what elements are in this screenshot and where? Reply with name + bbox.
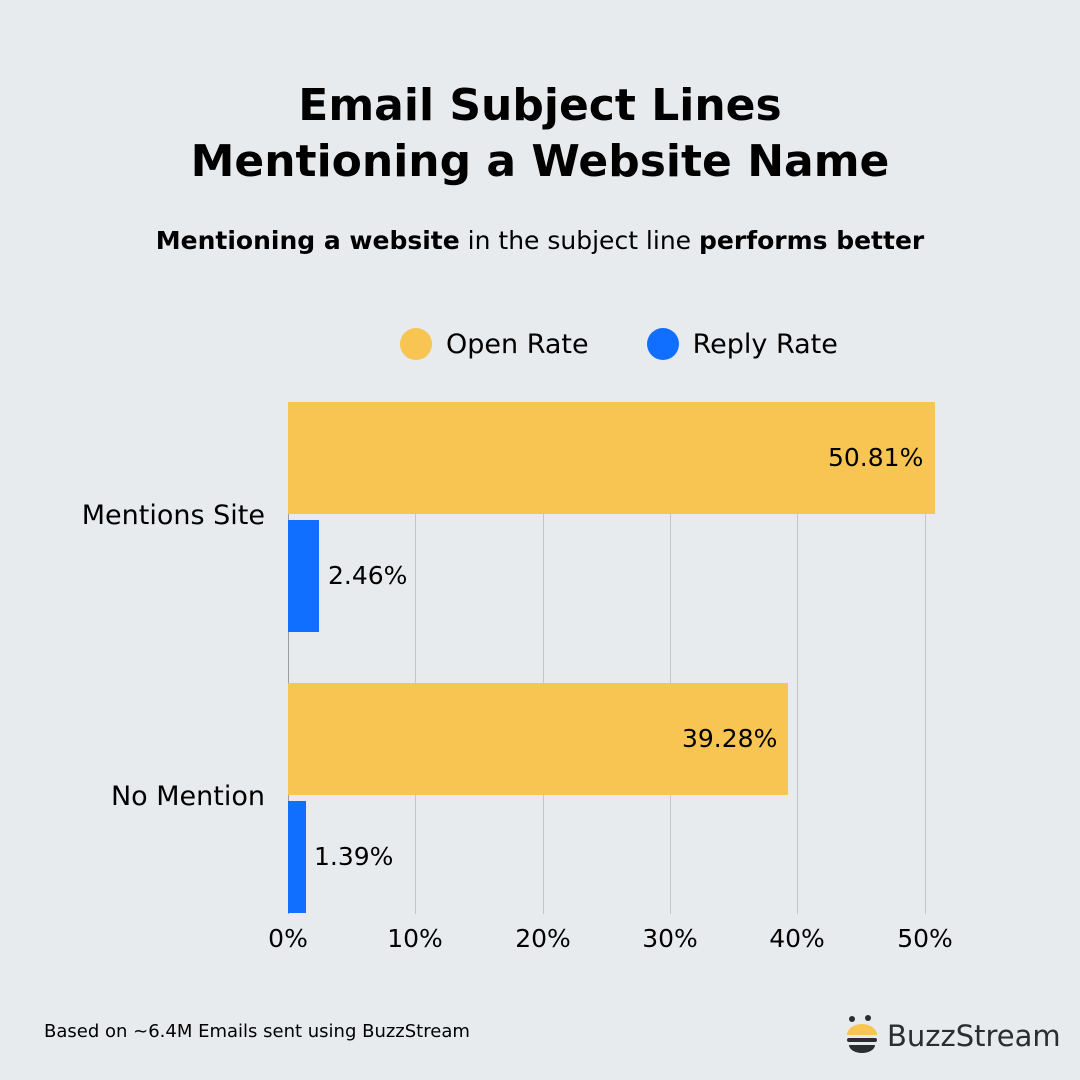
gridline xyxy=(797,402,798,914)
value-label: 50.81% xyxy=(828,443,924,472)
chart-title: Email Subject Lines Mentioning a Website… xyxy=(0,78,1080,190)
value-label: 39.28% xyxy=(682,724,778,753)
gridline xyxy=(415,402,416,914)
subtitle-text: in the subject line xyxy=(459,226,700,255)
title-line-2: Mentioning a Website Name xyxy=(190,136,890,187)
bar-no-mention-reply-rate xyxy=(288,801,306,913)
gridline xyxy=(925,402,926,914)
value-label: 2.46% xyxy=(328,561,408,590)
x-tick: 30% xyxy=(642,924,698,953)
bar-mentions-site-open-rate xyxy=(288,402,935,514)
gridline xyxy=(543,402,544,914)
subtitle-bold-2: performs better xyxy=(699,226,925,255)
category-label-mentions-site: Mentions Site xyxy=(81,500,265,531)
x-tick: 50% xyxy=(897,924,953,953)
chart-subtitle: Mentioning a website in the subject line… xyxy=(0,226,1080,255)
brand-logo: BuzzStream xyxy=(845,1015,1061,1057)
brand-name: BuzzStream xyxy=(887,1019,1061,1053)
legend: Open Rate Reply Rate xyxy=(400,328,896,360)
bar-no-mention-open-rate xyxy=(288,683,788,795)
category-label-no-mention: No Mention xyxy=(110,781,265,812)
legend-label: Open Rate xyxy=(446,328,589,360)
legend-item-open-rate: Open Rate xyxy=(400,328,589,360)
subtitle-bold-1: Mentioning a website xyxy=(155,226,460,255)
legend-label: Reply Rate xyxy=(692,328,838,360)
title-line-1: Email Subject Lines xyxy=(298,80,782,131)
reply-rate-swatch-icon xyxy=(646,328,679,360)
value-label: 1.39% xyxy=(314,842,394,871)
gridline xyxy=(670,402,671,914)
x-tick: 40% xyxy=(769,924,825,953)
legend-item-reply-rate: Reply Rate xyxy=(646,328,838,360)
bee-icon xyxy=(847,1015,877,1053)
x-tick: 0% xyxy=(268,924,308,953)
open-rate-swatch-icon xyxy=(400,328,432,360)
footnote: Based on ~6.4M Emails sent using BuzzStr… xyxy=(44,1021,470,1042)
x-tick: 10% xyxy=(387,924,443,953)
bar-mentions-site-reply-rate xyxy=(288,520,319,632)
plot-area: 50.81% 2.46% 39.28% 1.39% xyxy=(288,402,988,914)
y-axis-line xyxy=(288,402,289,914)
x-tick: 20% xyxy=(515,924,571,953)
